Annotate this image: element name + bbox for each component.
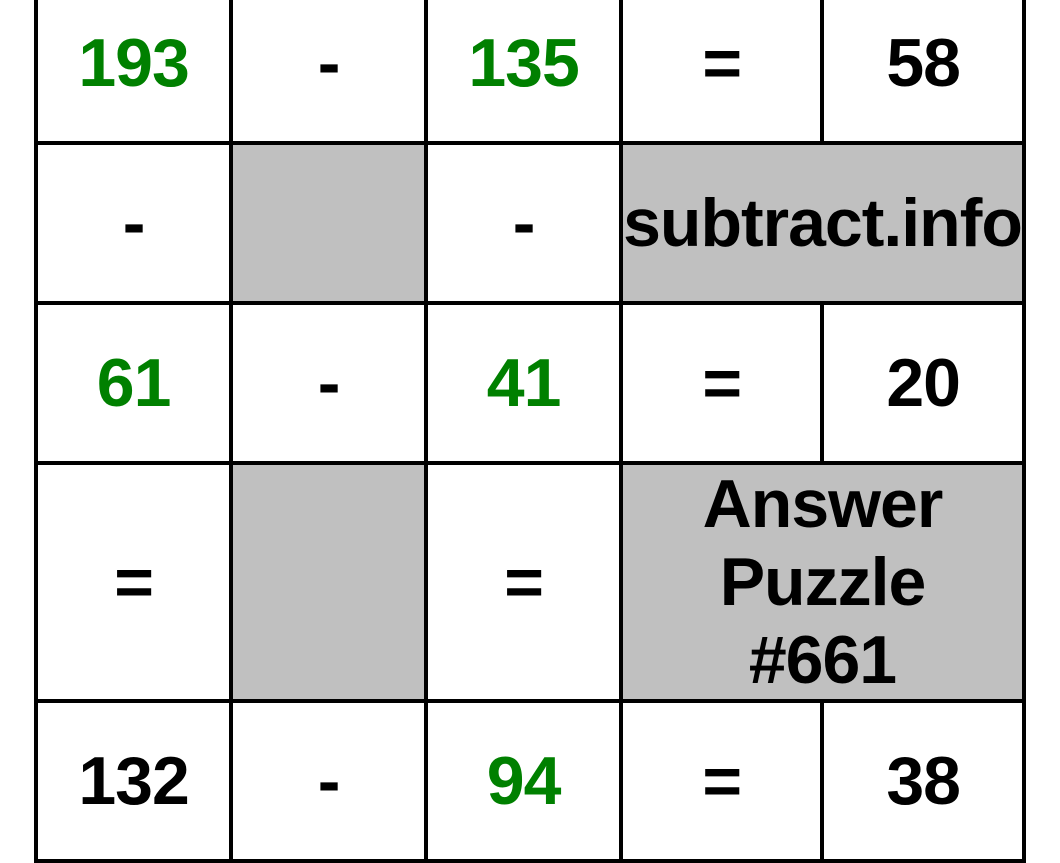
cell-result: 38 — [822, 701, 1023, 861]
cell-operator-minus: - — [426, 143, 621, 303]
cell-info-answer: Answer Puzzle #661 — [621, 463, 1024, 702]
cell-value: 41 — [426, 303, 621, 463]
cell-operator-equals: = — [621, 701, 822, 861]
puzzle-row: = = Answer Puzzle #661 — [36, 463, 1024, 702]
cell-operator-equals: = — [621, 303, 822, 463]
cell-value: 94 — [426, 701, 621, 861]
cell-value: 193 — [36, 0, 231, 143]
answer-puzzle-number: #661 — [749, 622, 896, 698]
puzzle-row: 61 - 41 = 20 — [36, 303, 1024, 463]
answer-puzzle-label: Answer Puzzle — [703, 466, 943, 620]
cell-operator-minus: - — [231, 0, 426, 143]
cell-result: 20 — [822, 303, 1023, 463]
puzzle-grid: 193 - 135 = 58 - - subtract.info 61 - 41… — [34, 0, 1026, 863]
cell-operator-minus: - — [231, 701, 426, 861]
cell-info-site: subtract.info — [621, 143, 1024, 303]
cell-operator-equals: = — [621, 0, 822, 143]
puzzle-row: 193 - 135 = 58 — [36, 0, 1024, 143]
cell-value: 61 — [36, 303, 231, 463]
puzzle-row: - - subtract.info — [36, 143, 1024, 303]
cell-empty-grey — [231, 463, 426, 702]
cell-result: 132 — [36, 701, 231, 861]
puzzle-row: 132 - 94 = 38 — [36, 701, 1024, 861]
cell-operator-equals: = — [36, 463, 231, 702]
cell-result: 58 — [822, 0, 1023, 143]
cell-value: 135 — [426, 0, 621, 143]
cell-empty-grey — [231, 143, 426, 303]
cell-operator-minus: - — [231, 303, 426, 463]
cell-operator-equals: = — [426, 463, 621, 702]
cell-operator-minus: - — [36, 143, 231, 303]
